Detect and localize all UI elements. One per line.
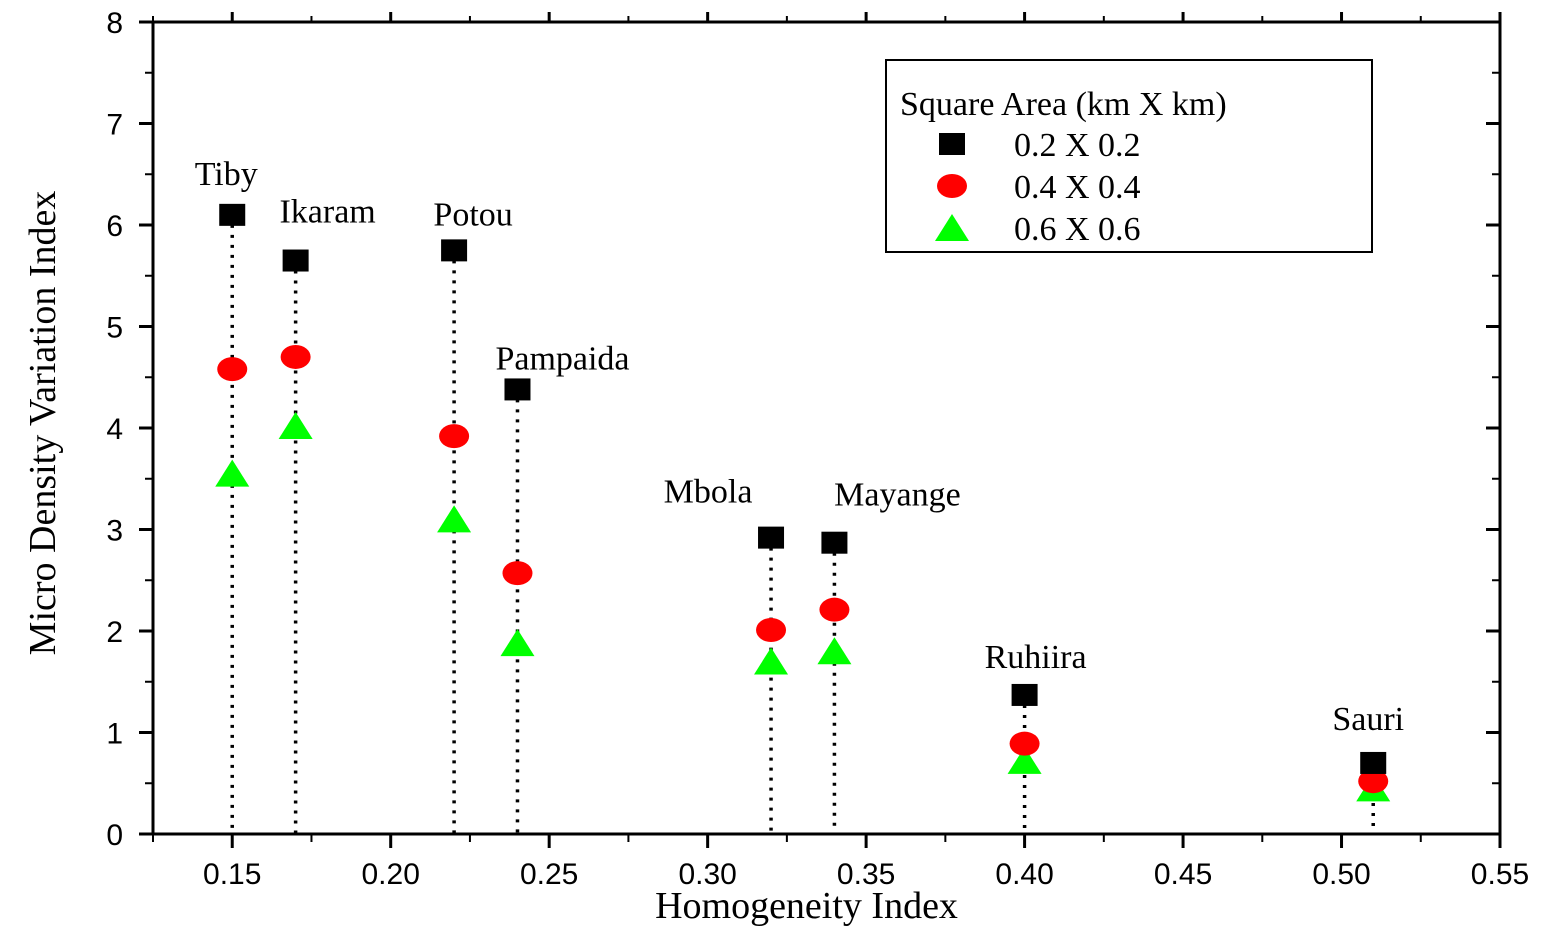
data-point-circle — [280, 344, 311, 369]
data-point-circle — [439, 424, 470, 449]
y-tick-label: 8 — [106, 7, 123, 40]
data-point-square — [1360, 751, 1387, 774]
y-tick-label: 7 — [106, 109, 123, 142]
data-point-square — [504, 378, 531, 401]
site-label: Potou — [433, 196, 512, 233]
x-tick-label: 0.15 — [203, 858, 261, 891]
data-point-triangle — [754, 647, 789, 675]
data-point-triangle — [500, 629, 535, 657]
site-label: Ruhiira — [985, 639, 1087, 676]
data-point-circle — [1009, 731, 1040, 756]
legend-marker-triangle — [935, 214, 969, 241]
site-label: Sauri — [1332, 701, 1404, 738]
y-axis-title: Micro Density Variation Index — [22, 191, 64, 656]
legend-entry: 0.2 X 0.2 — [1014, 127, 1141, 164]
data-point-square — [219, 203, 246, 226]
data-point-circle — [1358, 769, 1389, 794]
data-point-square — [821, 531, 848, 554]
y-tick-label: 3 — [106, 515, 123, 548]
site-label: Mayange — [834, 477, 961, 514]
legend-box — [885, 59, 1373, 253]
data-point-triangle — [215, 459, 250, 487]
y-tick-label: 6 — [106, 210, 123, 243]
x-tick-label: 0.25 — [520, 858, 578, 891]
data-point-circle — [819, 597, 850, 622]
data-point-triangle — [278, 411, 313, 439]
x-tick-label: 0.45 — [1154, 858, 1212, 891]
legend-marker-circle — [937, 174, 967, 198]
site-label: Tiby — [195, 156, 258, 193]
data-point-triangle — [437, 505, 472, 533]
x-axis-title: Homogeneity Index — [655, 885, 958, 927]
data-point-circle — [502, 561, 533, 586]
data-point-circle — [756, 617, 787, 642]
x-tick-label: 0.40 — [995, 858, 1053, 891]
legend-title: Square Area (km X km) — [900, 86, 1227, 123]
y-tick-label: 2 — [106, 616, 123, 649]
legend-marker-square — [939, 133, 965, 155]
x-tick-label: 0.35 — [837, 858, 895, 891]
data-point-square — [1011, 683, 1038, 706]
legend-entry: 0.6 X 0.6 — [1014, 211, 1141, 248]
y-tick-label: 4 — [106, 413, 123, 446]
y-tick-label: 0 — [106, 819, 123, 852]
x-tick-label: 0.55 — [1471, 858, 1529, 891]
x-tick-label: 0.30 — [678, 858, 736, 891]
data-point-triangle — [817, 637, 852, 665]
data-point-square — [282, 249, 309, 272]
data-point-circle — [217, 357, 248, 382]
site-label: Pampaida — [495, 340, 629, 377]
data-point-square — [441, 239, 468, 262]
site-label: Mbola — [664, 474, 753, 511]
x-tick-label: 0.20 — [362, 858, 420, 891]
data-point-square — [758, 526, 785, 549]
data-point-triangle — [1007, 746, 1042, 774]
x-tick-label: 0.50 — [1312, 858, 1370, 891]
y-tick-label: 1 — [106, 718, 123, 751]
legend-entry: 0.4 X 0.4 — [1014, 169, 1141, 206]
y-tick-label: 5 — [106, 312, 123, 345]
site-label: Ikaram — [279, 194, 375, 231]
